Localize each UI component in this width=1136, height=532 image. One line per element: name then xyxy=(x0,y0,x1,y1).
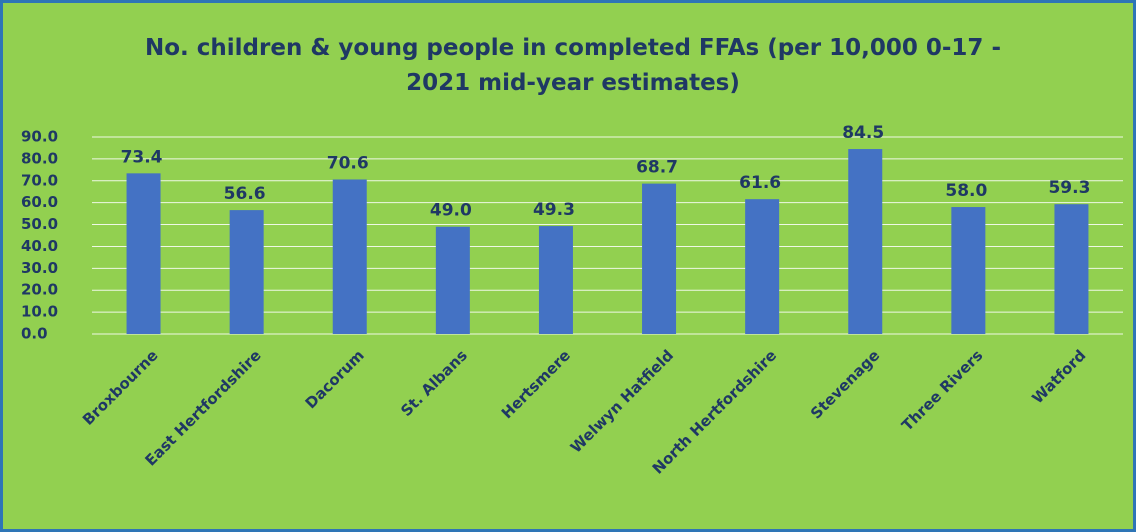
x-tick-label: Three Rivers xyxy=(898,346,986,434)
y-tick-label: 70.0 xyxy=(21,171,58,189)
x-tick-label: St. Albans xyxy=(397,346,471,420)
y-tick-label: 40.0 xyxy=(21,237,58,255)
value-label: 73.4 xyxy=(121,147,163,167)
value-label: 58.0 xyxy=(945,181,987,201)
bar xyxy=(745,199,780,334)
y-tick-label: 30.0 xyxy=(21,259,58,277)
value-label: 84.5 xyxy=(842,123,884,143)
bar xyxy=(538,226,573,334)
value-label: 61.6 xyxy=(739,173,781,193)
value-label: 56.6 xyxy=(224,184,266,204)
bar xyxy=(848,149,883,334)
y-tick-label: 20.0 xyxy=(21,281,58,299)
bar xyxy=(126,173,161,334)
value-label: 49.0 xyxy=(430,201,472,221)
x-tick-label: Broxbourne xyxy=(79,346,162,429)
y-tick-label: 50.0 xyxy=(21,215,58,233)
y-tick-label: 10.0 xyxy=(21,303,58,321)
x-tick-label: Welwyn Hatfield xyxy=(567,346,677,456)
y-tick-label: 60.0 xyxy=(21,193,58,211)
y-tick-label: 90.0 xyxy=(21,128,58,146)
value-label: 49.3 xyxy=(533,200,575,220)
value-label: 68.7 xyxy=(636,158,678,178)
bar xyxy=(229,210,264,334)
bar xyxy=(951,207,986,334)
chart-title: No. children & young people in completed… xyxy=(144,35,1001,96)
value-label: 59.3 xyxy=(1048,178,1090,198)
x-tick-label: Hertsmere xyxy=(498,346,574,422)
bar xyxy=(642,183,677,334)
value-label: 70.6 xyxy=(327,153,369,173)
bar xyxy=(435,226,470,334)
y-tick-label: 0.0 xyxy=(21,325,48,343)
chart: 0.0 10.0 20.0 30.0 40.0 50.0 60.0 70.0 80.0 90.0 7… xyxy=(21,123,1123,478)
bar xyxy=(332,179,367,334)
bar xyxy=(1054,204,1089,334)
y-tick-label: 80.0 xyxy=(21,149,58,167)
x-tick-label: Stevenage xyxy=(807,346,883,422)
x-tick-label: East Hertfordshire xyxy=(141,346,264,469)
x-tick-label: Dacorum xyxy=(302,346,368,412)
x-tick-label: Watford xyxy=(1028,346,1089,407)
